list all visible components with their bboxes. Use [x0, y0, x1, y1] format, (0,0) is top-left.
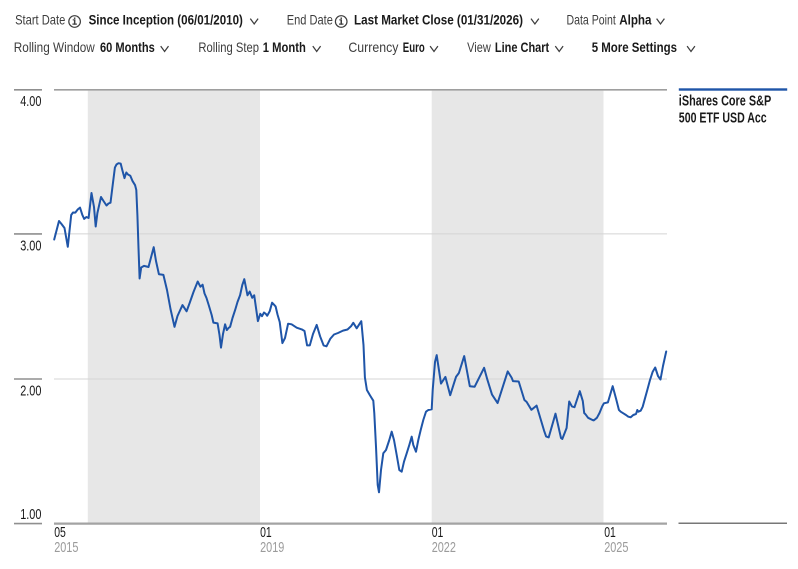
svg-text:01: 01: [604, 524, 616, 541]
svg-text:60 Months: 60 Months: [100, 39, 155, 55]
svg-text:2.00: 2.00: [20, 382, 41, 399]
svg-text:01: 01: [260, 524, 272, 541]
svg-text:Rolling Step: Rolling Step: [198, 39, 259, 55]
svg-text:Data Point: Data Point: [567, 12, 616, 28]
svg-text:1.00: 1.00: [20, 506, 41, 523]
svg-text:1 Month: 1 Month: [263, 39, 306, 55]
svg-text:3.00: 3.00: [20, 237, 41, 254]
svg-text:05: 05: [54, 524, 66, 541]
svg-text:4.00: 4.00: [20, 93, 41, 110]
svg-text:500 ETF USD Acc: 500 ETF USD Acc: [679, 110, 767, 126]
svg-text:Currency: Currency: [348, 39, 398, 55]
svg-text:Euro: Euro: [403, 39, 425, 55]
svg-text:01: 01: [432, 524, 444, 541]
svg-text:2022: 2022: [432, 539, 456, 556]
svg-text:End Date: End Date: [287, 12, 333, 28]
svg-text:iShares Core S&P: iShares Core S&P: [679, 93, 772, 109]
svg-text:5 More Settings: 5 More Settings: [592, 39, 677, 55]
svg-text:Line Chart: Line Chart: [495, 39, 550, 55]
svg-text:2019: 2019: [260, 539, 284, 556]
svg-text:View: View: [467, 39, 491, 55]
svg-text:Last Market Close (01/31/2026): Last Market Close (01/31/2026): [354, 12, 523, 28]
svg-text:Alpha: Alpha: [619, 12, 651, 28]
svg-text:Start Date: Start Date: [15, 12, 65, 28]
svg-text:Rolling Window: Rolling Window: [14, 39, 96, 55]
svg-text:2025: 2025: [604, 539, 628, 556]
svg-text:2015: 2015: [54, 539, 78, 556]
svg-text:Since Inception (06/01/2010): Since Inception (06/01/2010): [89, 12, 243, 28]
